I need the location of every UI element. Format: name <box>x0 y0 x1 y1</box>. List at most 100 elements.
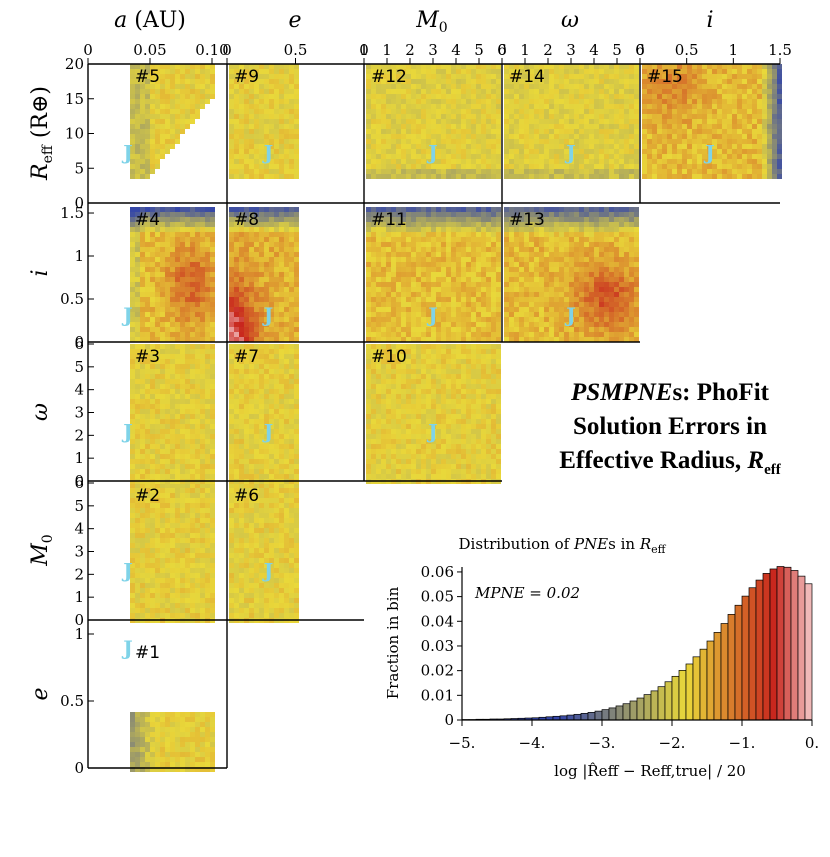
panel-10: J #10 <box>366 344 501 484</box>
hist-x-tick-label: −5. <box>449 734 476 752</box>
hist-bar <box>776 566 785 721</box>
row-label-i: i <box>28 269 53 276</box>
column-label-i: i <box>706 8 713 33</box>
hist-bar <box>580 712 589 721</box>
row-header-M0: M0 0 1 2 3 4 5 6 <box>28 474 94 629</box>
hist-bar <box>685 663 694 721</box>
row-label-M0: M0 <box>28 534 56 566</box>
hist-bar <box>713 632 722 721</box>
column-header-a: a (AU) 0 0.05 0.10 <box>83 8 229 64</box>
top-tick-label: 4 <box>589 41 599 59</box>
panel-id-14: #14 <box>509 67 545 87</box>
left-tick-label: 6 <box>74 335 84 353</box>
panel-id-8: #8 <box>234 210 259 230</box>
panel-3: J #3 <box>121 344 215 484</box>
panel-13: J #13 <box>504 207 639 342</box>
hist-bar <box>664 681 673 721</box>
panel-4: J #4 <box>121 207 215 342</box>
hist-bar <box>587 711 596 721</box>
title-line-2: Solution Errors in <box>572 413 768 440</box>
top-tick-label: 6 <box>635 41 645 59</box>
left-tick-label: 5 <box>74 497 84 515</box>
hist-annotation: MPNE = 0.02 <box>474 584 580 602</box>
left-tick-label: 3 <box>74 543 84 561</box>
panel-id-12: #12 <box>371 67 407 87</box>
hist-bar <box>804 583 813 721</box>
column-header-i: i 0 0.5 1 1.5 <box>635 8 792 64</box>
panel-2: J #2 <box>121 483 215 623</box>
hist-bar <box>790 570 799 721</box>
hist-bar <box>769 568 778 721</box>
hist-x-tick-label: −4. <box>519 734 546 752</box>
hist-x-tick-label: −1. <box>729 734 756 752</box>
top-tick-label: 2 <box>543 41 553 59</box>
hist-x-label: log |R̂eff − Reff,true| / 20 <box>554 762 746 780</box>
marker-13: J <box>564 303 575 327</box>
column-header-e: e 0 0.5 1 <box>222 8 369 64</box>
left-tick-label: 0 <box>74 194 84 212</box>
panel-id-3: #3 <box>135 347 160 367</box>
column-label-e: e <box>288 8 301 33</box>
row-header-Reff: Reff (R⊕) 0 5 10 15 20 <box>28 55 94 212</box>
top-tick-label: 0 <box>359 41 369 59</box>
panel-id-11: #11 <box>371 210 407 230</box>
top-tick-label: 4 <box>451 41 461 59</box>
row-header-omega: ω 0 1 2 3 4 5 6 <box>28 335 94 490</box>
panel-6: J #6 <box>229 483 299 623</box>
hist-y-tick-label: 0.02 <box>421 662 454 680</box>
hist-bar <box>741 595 750 721</box>
hist-bar <box>629 700 638 721</box>
hist-title: Distribution of PNEs in Reff <box>459 535 667 556</box>
left-tick-label: 5 <box>74 159 84 177</box>
hist-y-label: Fraction in bin <box>384 586 402 699</box>
left-tick-label: 4 <box>74 381 84 399</box>
left-tick-label: 0 <box>74 759 84 777</box>
hist-bar <box>678 670 687 721</box>
hist-x-tick-label: −2. <box>659 734 686 752</box>
column-header-M0: M00 1 2 3 4 5 6 <box>359 8 507 64</box>
panel-id-15: #15 <box>647 67 683 87</box>
top-tick-label: 0 <box>222 41 232 59</box>
title-line-1: PSMPNEs: PhoFit <box>520 376 820 410</box>
top-tick-label: 0 <box>635 41 645 59</box>
row-label-omega: ω <box>28 403 53 421</box>
hist-bar <box>594 710 603 721</box>
left-tick-label: 6 <box>74 474 84 492</box>
top-tick-label: 0.5 <box>675 41 699 59</box>
column-header-omega: ω0 1 2 3 4 5 6 <box>497 8 645 64</box>
top-tick-label: 1 <box>359 41 369 59</box>
heatmap-panels: J #1J#2J#3J#4J#5J#6J#7J#8J#9J#10J#11J#12J… <box>121 64 782 772</box>
hist-bar <box>755 579 764 721</box>
figure-title: PSMPNEs: PhoFit Solution Errors in Effec… <box>520 376 820 487</box>
top-tick-label: 0.10 <box>195 41 228 59</box>
top-tick-label: 1 <box>520 41 530 59</box>
marker-3: J <box>121 420 132 444</box>
column-label-a: a (AU) <box>114 8 186 33</box>
grid-lines <box>87 63 780 769</box>
marker-2: J <box>121 559 132 583</box>
hist-x-tick-label: 0. <box>805 734 819 752</box>
hist-bar <box>636 697 645 721</box>
panel-id-4: #4 <box>135 210 160 230</box>
hist-bar <box>748 587 757 721</box>
left-tick-label: 1.5 <box>60 204 84 222</box>
panel-id-6: #6 <box>234 486 259 506</box>
hist-bar <box>566 714 575 721</box>
hist-y-tick-label: 0.06 <box>421 563 454 581</box>
title-phofit: s: PhoFit <box>672 379 769 406</box>
row-header-e: e 0 0.5 1 <box>28 625 94 777</box>
panel-12: J #12 <box>366 64 501 179</box>
marker-14: J <box>564 141 575 165</box>
marker-4: J <box>121 303 132 327</box>
hist-y-tick-label: 0.05 <box>421 588 454 606</box>
left-tick-label: 4 <box>74 520 84 538</box>
hist-bar <box>559 715 568 721</box>
column-label-M0: M0 <box>415 8 447 36</box>
row-label-e: e <box>28 687 53 700</box>
hist-bar <box>608 707 617 721</box>
title-r-var: R <box>747 447 765 474</box>
hist-x-tick-label: −3. <box>589 734 616 752</box>
top-tick-label: 3 <box>428 41 438 59</box>
